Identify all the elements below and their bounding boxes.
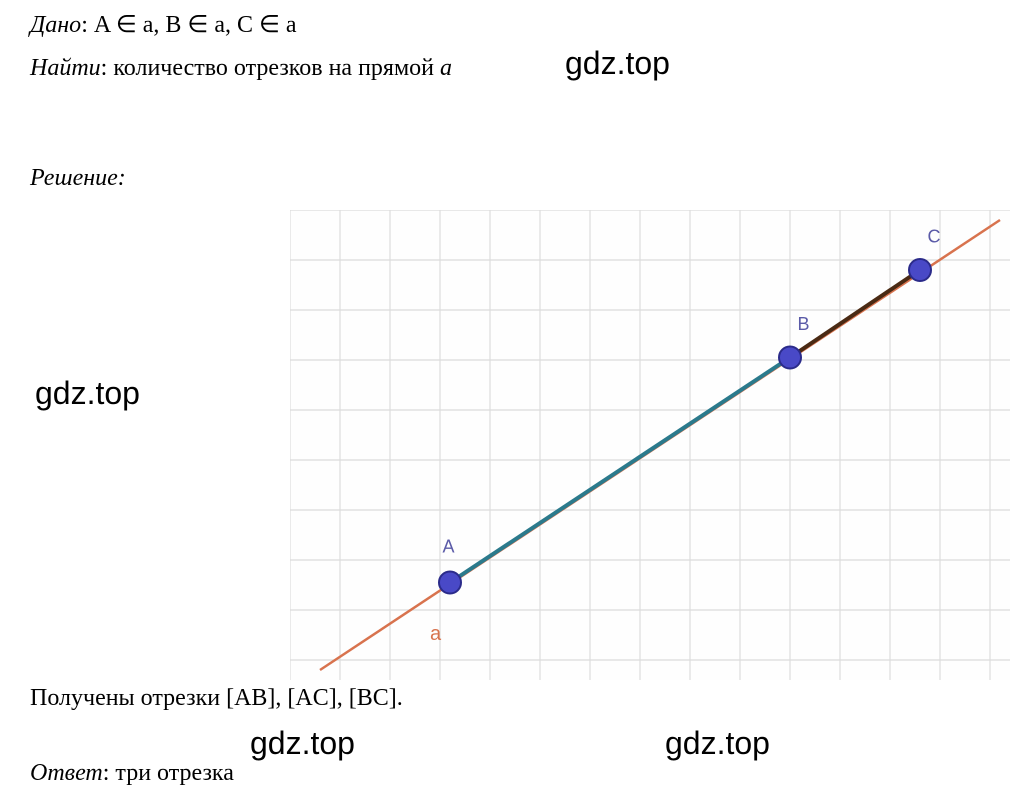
- line-label: a: [430, 623, 442, 645]
- plot-labels: a A B C: [290, 210, 1010, 680]
- given-line: Дано: A ∈ a, B ∈ a, C ∈ a: [30, 10, 297, 39]
- answer-prefix: Ответ: [30, 760, 103, 786]
- segments-line: Получены отрезки [AB], [AC], [BC].: [30, 685, 403, 712]
- point-label-A: A: [443, 537, 455, 557]
- solution-heading: Решение:: [30, 165, 126, 192]
- point-label-C: C: [928, 227, 941, 247]
- page: Дано: A ∈ a, B ∈ a, C ∈ a Найти: количес…: [0, 0, 1033, 785]
- watermark: gdz.top: [565, 45, 670, 82]
- watermark: gdz.top: [665, 725, 770, 762]
- watermark: gdz.top: [35, 375, 140, 412]
- find-var: a: [440, 55, 452, 81]
- segments-text: Получены отрезки: [30, 685, 226, 711]
- answer-text: : три отрезка: [103, 760, 234, 786]
- given-prefix: Дано: [30, 12, 81, 38]
- given-expr: : A ∈ a, B ∈ a, C ∈ a: [81, 12, 296, 38]
- answer-line: Ответ: три отрезка: [30, 760, 234, 787]
- graph-container: a A B C: [290, 210, 1010, 680]
- find-line: Найти: количество отрезков на прямой a: [30, 55, 452, 82]
- point-label-B: B: [798, 314, 810, 334]
- segments-math: [AB], [AC], [BC].: [226, 685, 403, 711]
- find-prefix: Найти: [30, 55, 101, 81]
- find-text: : количество отрезков на прямой: [101, 55, 440, 81]
- watermark: gdz.top: [250, 725, 355, 762]
